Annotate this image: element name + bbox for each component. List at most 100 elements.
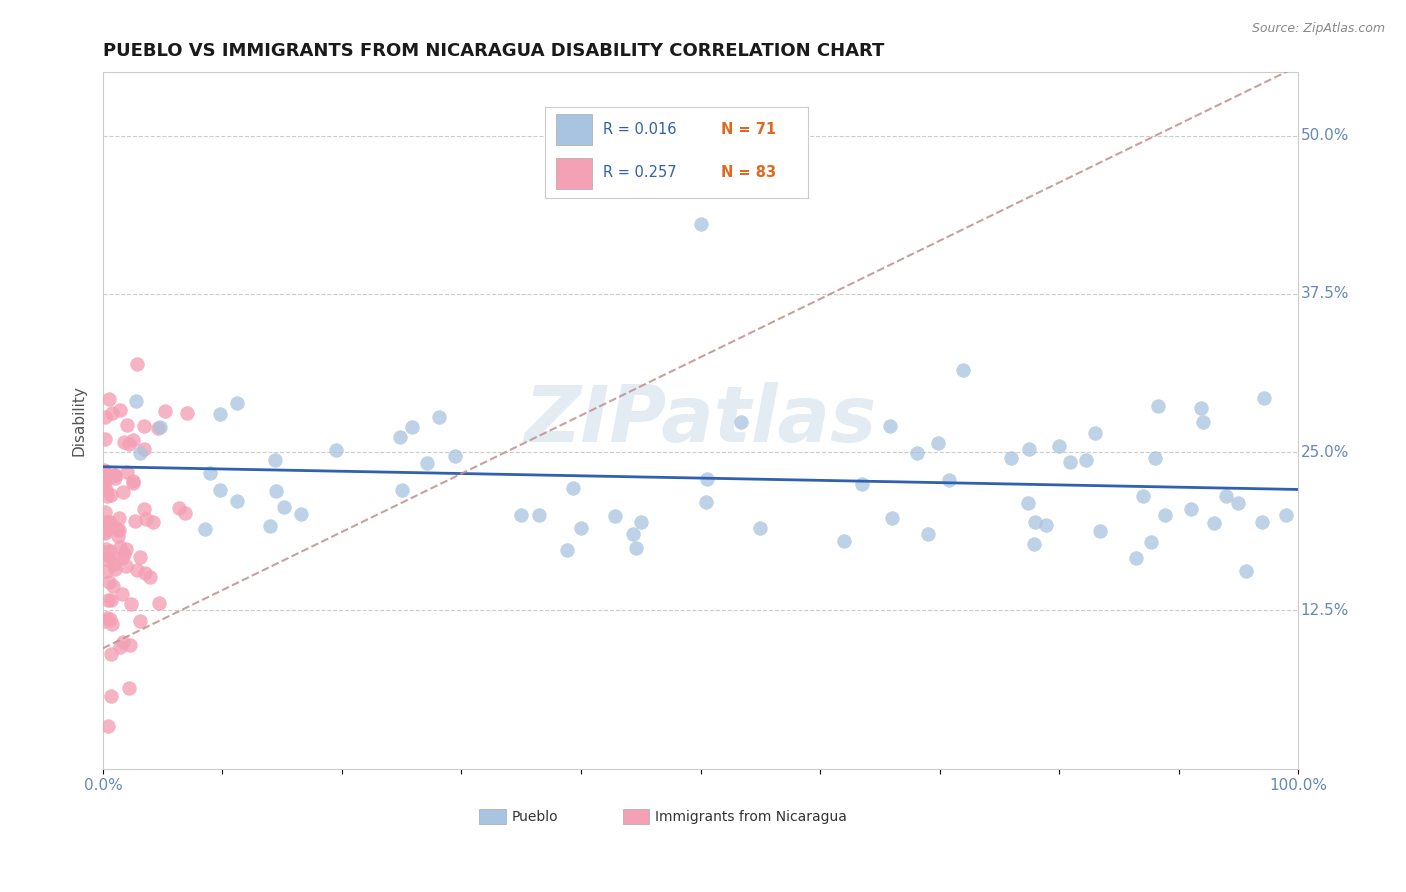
- Point: [110, 540, 132, 554]
- Point: [94, 526, 117, 541]
- Point: [138, 570, 160, 584]
- Point: [416, 456, 439, 470]
- Point: [146, 421, 169, 435]
- Point: [96, 483, 118, 497]
- Point: [174, 506, 197, 520]
- Point: [621, 527, 644, 541]
- Point: [273, 500, 295, 514]
- Point: [1132, 490, 1154, 504]
- Point: [108, 403, 131, 417]
- Point: [927, 436, 949, 450]
- Point: [1154, 508, 1177, 522]
- Point: [96, 610, 118, 624]
- Point: [226, 396, 249, 410]
- Point: [1227, 496, 1250, 510]
- Point: [118, 638, 141, 652]
- Point: [1035, 518, 1057, 533]
- Point: [93, 614, 115, 628]
- Point: [1251, 515, 1274, 529]
- Point: [1143, 451, 1166, 466]
- Point: [259, 518, 281, 533]
- Text: PUEBLO VS IMMIGRANTS FROM NICARAGUA DISABILITY CORRELATION CHART: PUEBLO VS IMMIGRANTS FROM NICARAGUA DISA…: [103, 42, 884, 60]
- Text: 25.0%: 25.0%: [1301, 444, 1348, 459]
- Point: [696, 472, 718, 486]
- Point: [128, 446, 150, 460]
- Point: [401, 420, 423, 434]
- Point: [208, 407, 231, 421]
- Point: [624, 541, 647, 555]
- Point: [125, 393, 148, 408]
- Point: [98, 544, 121, 558]
- Point: [167, 501, 190, 516]
- Point: [108, 523, 131, 537]
- Point: [880, 511, 903, 525]
- Point: [142, 516, 165, 530]
- Point: [100, 593, 122, 607]
- Point: [93, 478, 115, 492]
- Point: [103, 558, 125, 572]
- Point: [93, 467, 115, 481]
- Point: [176, 406, 198, 420]
- Point: [118, 681, 141, 695]
- Point: [749, 521, 772, 535]
- Point: [96, 564, 118, 578]
- Point: [100, 488, 122, 502]
- Point: [118, 437, 141, 451]
- Point: [529, 508, 551, 522]
- Point: [1022, 537, 1045, 551]
- Point: [153, 404, 176, 418]
- Point: [391, 483, 413, 497]
- FancyBboxPatch shape: [479, 809, 506, 824]
- Point: [194, 522, 217, 536]
- Text: 12.5%: 12.5%: [1301, 603, 1348, 618]
- Point: [112, 435, 135, 450]
- Point: [110, 640, 132, 655]
- Point: [444, 449, 467, 463]
- Point: [1204, 516, 1226, 530]
- Point: [121, 474, 143, 488]
- Point: [1215, 490, 1237, 504]
- Point: [104, 562, 127, 576]
- Point: [555, 543, 578, 558]
- Point: [510, 508, 533, 523]
- Point: [98, 549, 121, 563]
- Point: [1024, 515, 1046, 529]
- Point: [122, 476, 145, 491]
- Point: [1147, 399, 1170, 413]
- Point: [630, 515, 652, 529]
- Point: [100, 647, 122, 661]
- Point: [121, 433, 143, 447]
- Text: 50.0%: 50.0%: [1301, 128, 1348, 144]
- Point: [100, 406, 122, 420]
- Point: [105, 522, 128, 536]
- Point: [97, 575, 120, 590]
- Point: [264, 484, 287, 499]
- Point: [107, 529, 129, 543]
- Point: [101, 579, 124, 593]
- Point: [134, 442, 156, 457]
- Point: [97, 719, 120, 733]
- Point: [115, 466, 138, 480]
- Point: [96, 515, 118, 529]
- Point: [938, 473, 960, 487]
- Point: [226, 494, 249, 508]
- Point: [96, 472, 118, 486]
- Point: [1180, 502, 1202, 516]
- Point: [101, 616, 124, 631]
- Point: [1275, 508, 1298, 523]
- Point: [952, 363, 974, 377]
- Point: [1084, 426, 1107, 441]
- Point: [851, 477, 873, 491]
- Point: [209, 483, 232, 498]
- Point: [98, 392, 121, 406]
- Text: 37.5%: 37.5%: [1301, 286, 1348, 301]
- Point: [562, 481, 585, 495]
- Point: [132, 419, 155, 434]
- Point: [111, 635, 134, 649]
- Point: [879, 419, 901, 434]
- Point: [124, 515, 146, 529]
- Point: [97, 553, 120, 567]
- Point: [569, 521, 592, 535]
- Text: Immigrants from Nicaragua: Immigrants from Nicaragua: [655, 810, 846, 823]
- Point: [1047, 439, 1070, 453]
